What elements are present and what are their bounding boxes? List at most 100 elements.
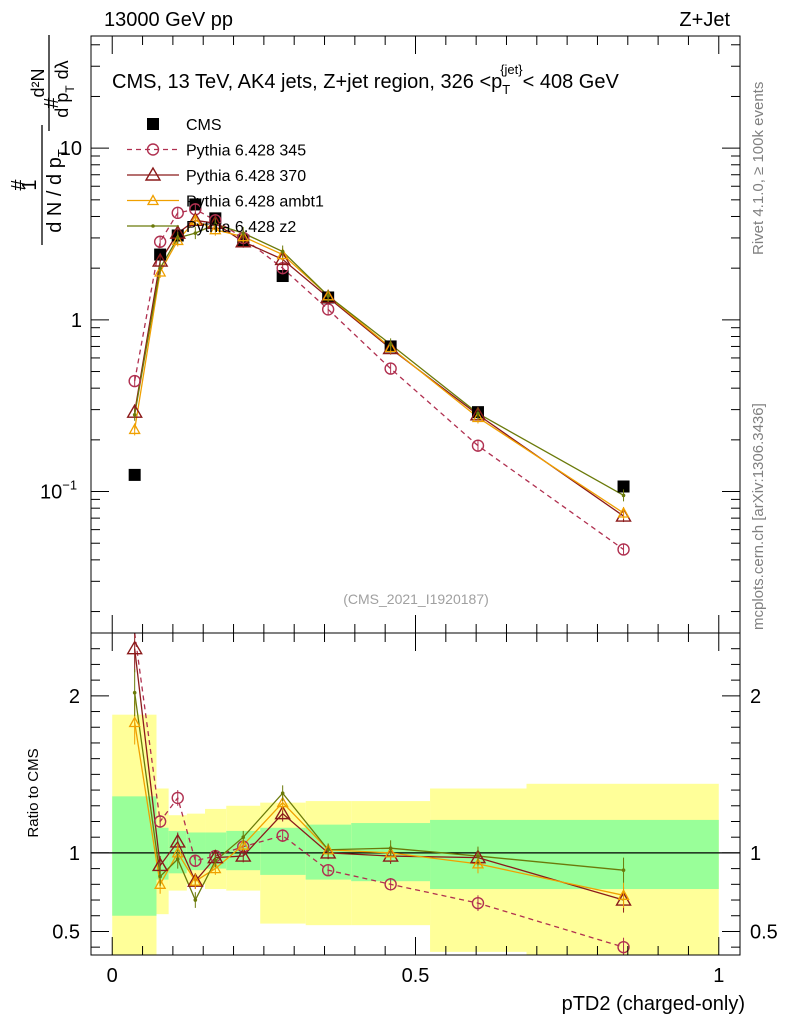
point-pythia-6-428-345 bbox=[321, 303, 335, 316]
point-pythia-6-428-z2 bbox=[388, 342, 393, 347]
ratio-point-pythia-6-428-z2 bbox=[132, 690, 137, 695]
ratio-point-pythia-6-428-345 bbox=[321, 863, 335, 877]
point-pythia-6-428-345 bbox=[617, 543, 630, 556]
header-right-label: Z+Jet bbox=[679, 9, 730, 31]
point-pythia-6-428-345 bbox=[471, 439, 485, 452]
main-title: CMS, 13 TeV, AK4 jets, Z+jet region, 326… bbox=[112, 62, 619, 97]
point-pythia-6-428-ambt1 bbox=[471, 411, 485, 423]
ratio-panel: 0.5 0.5 1 1 2 2 0 0.5 1 Ratio to CMS pTD2 (charg… bbox=[25, 632, 778, 1015]
point-pythia-6-428-ambt1 bbox=[154, 265, 167, 277]
ratio-point-pythia-6-428-ambt1 bbox=[237, 838, 250, 850]
legend-marker-pythia-6-428-z2 bbox=[151, 224, 155, 228]
ratio-point-pythia-6-428-345 bbox=[276, 829, 289, 842]
point-pythia-6-428-z2 bbox=[175, 236, 180, 240]
ratio-y-axis-label: Ratio to CMS bbox=[25, 748, 42, 837]
ratio-point-pythia-6-428-ambt1 bbox=[189, 874, 202, 886]
ratio-point-pythia-6-428-ambt1 bbox=[276, 796, 289, 808]
point-cms bbox=[617, 480, 630, 493]
legend-marker-pythia-6-428-345 bbox=[146, 143, 160, 156]
ratio-point-pythia-6-428-z2 bbox=[213, 858, 218, 863]
ratio-point-pythia-6-428-z2 bbox=[476, 854, 480, 858]
y-tick-label: 10 bbox=[60, 138, 82, 160]
ratio-point-pythia-6-428-ambt1 bbox=[154, 877, 167, 889]
y-tick-label: 1 bbox=[71, 310, 82, 332]
ratio-point-pythia-6-428-ambt1 bbox=[384, 846, 397, 858]
point-pythia-6-428-z2 bbox=[158, 266, 162, 270]
ratio-point-pythia-6-428-370 bbox=[126, 640, 143, 655]
ratio-y-tick-label-right: 2 bbox=[750, 686, 761, 708]
main-series-lines bbox=[134, 208, 624, 550]
ratio-axes: 0.5 0.5 1 1 2 2 0 0.5 1 bbox=[52, 633, 778, 987]
ratio-point-pythia-6-428-z2 bbox=[621, 868, 626, 872]
point-pythia-6-428-ambt1 bbox=[617, 506, 630, 518]
point-pythia-6-428-345 bbox=[384, 362, 397, 375]
legend-marker-pythia-6-428-370 bbox=[144, 166, 162, 181]
main-axes: 10 1 10−1 bbox=[40, 36, 740, 633]
ylabel-dpt-dlambda: d pTdλ bbox=[52, 60, 77, 117]
band-inner bbox=[526, 819, 719, 890]
legend-label-pythia-6-428-z2: Pythia 6.428 z2 bbox=[186, 219, 296, 236]
ratio-point-pythia-6-428-z2 bbox=[193, 898, 198, 902]
point-pythia-6-428-z2 bbox=[132, 412, 137, 417]
point-pythia-6-428-345 bbox=[128, 374, 141, 388]
legend-label-pythia-6-428-ambt1: Pythia 6.428 ambt1 bbox=[186, 194, 324, 211]
x-axis-label: pTD2 (charged-only) bbox=[562, 993, 745, 1015]
point-pythia-6-428-345 bbox=[171, 206, 184, 220]
ratio-point-pythia-6-428-345 bbox=[153, 815, 167, 828]
point-pythia-6-428-z2 bbox=[326, 294, 330, 298]
ratio-y-tick-label: 2 bbox=[69, 686, 80, 708]
analysis-watermark: (CMS_2021_I1920187) bbox=[343, 591, 489, 607]
main-series-markers bbox=[126, 198, 632, 556]
ylabel-hash-2: # bbox=[41, 97, 63, 109]
ratio-point-pythia-6-428-ambt1 bbox=[128, 716, 141, 728]
point-pythia-6-428-ambt1 bbox=[237, 230, 250, 242]
ratio-point-pythia-6-428-345 bbox=[471, 896, 485, 910]
ratio-y-tick-label-right: 1 bbox=[750, 843, 761, 865]
ratio-point-pythia-6-428-370 bbox=[235, 847, 252, 862]
point-pythia-6-428-ambt1 bbox=[189, 213, 202, 225]
line-pythia-6-428-345 bbox=[134, 208, 624, 550]
x-tick-label: 0.5 bbox=[402, 965, 430, 987]
x-tick-label: 0 bbox=[107, 965, 118, 987]
ylabel-hash-1: # bbox=[8, 179, 30, 191]
ratio-uncertainty-bands bbox=[112, 714, 719, 955]
ratio-point-pythia-6-428-345 bbox=[189, 854, 202, 867]
rivet-version-label: Rivet 4.1.0, ≥ 100k events bbox=[750, 82, 767, 255]
ratio-point-pythia-6-428-345 bbox=[171, 791, 184, 805]
line-pythia-6-428-z2 bbox=[134, 223, 624, 496]
ratio-point-pythia-6-428-z2 bbox=[241, 835, 246, 839]
legend-label-cms: CMS bbox=[186, 117, 222, 134]
header-left-label: 13000 GeV pp bbox=[104, 9, 233, 31]
ratio-point-pythia-6-428-ambt1 bbox=[209, 862, 222, 874]
ratio-point-pythia-6-428-z2 bbox=[175, 857, 180, 861]
ratio-point-pythia-6-428-z2 bbox=[388, 846, 393, 850]
ratio-series-markers bbox=[126, 633, 632, 955]
ylabel-denominator: d N / d pT bbox=[44, 149, 70, 233]
legend-marker-cms bbox=[147, 118, 159, 130]
ylabel-d2n: d²N bbox=[28, 68, 48, 97]
ratio-point-pythia-6-428-345 bbox=[617, 940, 630, 954]
line-pythia-6-428-ambt1 bbox=[134, 219, 624, 514]
ratio-point-pythia-6-428-z2 bbox=[158, 874, 162, 879]
point-pythia-6-428-z2 bbox=[193, 231, 198, 235]
ratio-point-pythia-6-428-z2 bbox=[280, 791, 285, 796]
point-pythia-6-428-345 bbox=[153, 235, 167, 248]
legend-label-pythia-6-428-370: Pythia 6.428 370 bbox=[186, 168, 306, 185]
point-pythia-6-428-z2 bbox=[280, 249, 285, 254]
ratio-point-pythia-6-428-ambt1 bbox=[617, 888, 630, 900]
line-pythia-6-428-370 bbox=[134, 219, 624, 517]
point-pythia-6-428-ambt1 bbox=[384, 341, 397, 353]
x-tick-label: 1 bbox=[713, 965, 724, 987]
main-panel: 10 1 10−1 CMS, 13 TeV, AK4 jets, Z+jet reg… bbox=[8, 35, 741, 634]
ratio-y-tick-label-right: 0.5 bbox=[750, 921, 778, 943]
y-tick-label: 10−1 bbox=[40, 478, 77, 504]
point-pythia-6-428-ambt1 bbox=[276, 248, 289, 260]
point-pythia-6-428-z2 bbox=[621, 493, 626, 498]
point-pythia-6-428-z2 bbox=[476, 411, 480, 416]
point-cms bbox=[128, 468, 141, 481]
ratio-point-pythia-6-428-z2 bbox=[326, 847, 330, 852]
ratio-point-pythia-6-428-370 bbox=[274, 805, 291, 820]
ratio-point-pythia-6-428-ambt1 bbox=[471, 857, 485, 869]
mcplots-label: mcplots.cern.ch [arXiv:1306.3436] bbox=[750, 403, 767, 630]
